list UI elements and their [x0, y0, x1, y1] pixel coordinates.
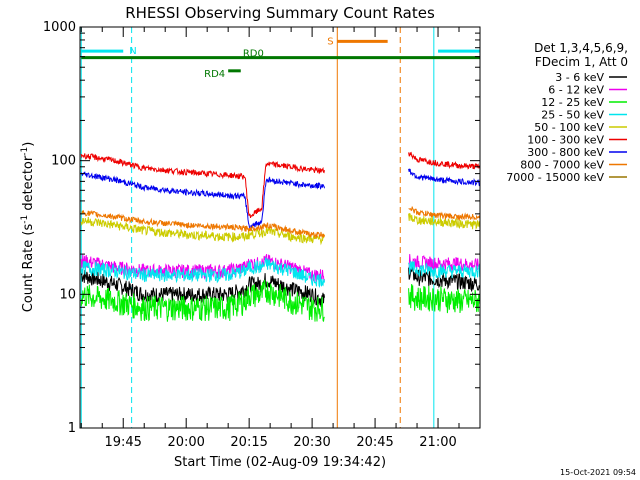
x-tick-label: 20:30	[293, 435, 330, 450]
x-tick-label: 20:00	[167, 435, 204, 450]
legend-header-line2: FDecim 1, Att 0	[535, 55, 628, 69]
x-tick-label: 19:45	[104, 435, 141, 450]
plot-frame	[79, 26, 481, 429]
x-tick-label: 20:15	[230, 435, 267, 450]
y-axis-ticks: 1 10 100 1000	[43, 20, 480, 436]
legend-item-label: 12 - 25 keV	[541, 96, 604, 109]
legend-item-label: 50 - 100 keV	[534, 121, 604, 134]
legend-header-line1: Det 1,3,4,5,6,9,	[534, 41, 628, 55]
series-line	[80, 269, 325, 307]
y-tick-label: 10	[59, 287, 76, 302]
series-line	[80, 171, 325, 230]
series-line	[80, 216, 325, 246]
series-line	[408, 206, 481, 222]
series-line	[408, 260, 481, 279]
legend-item-label: 300 - 800 keV	[527, 146, 604, 159]
series-layer	[80, 151, 481, 322]
legend-item-label: 7000 - 15000 keV	[506, 171, 604, 184]
series-line	[80, 257, 325, 289]
y-axis-label-sup1: -1	[20, 215, 30, 224]
y-tick-label: 1000	[43, 20, 76, 35]
x-tick-label: 21:00	[419, 435, 456, 450]
series-line	[408, 151, 481, 170]
x-tick-label: 20:45	[356, 435, 393, 450]
legend-item-label: 6 - 12 keV	[548, 84, 604, 97]
series-line	[80, 153, 325, 219]
legend: Det 1,3,4,5,6,9, FDecim 1, Att 0 3 - 6 k…	[506, 41, 628, 184]
legend-item-label: 25 - 50 keV	[541, 109, 604, 122]
legend-item-label: 800 - 7000 keV	[520, 159, 604, 172]
n-flag-label: N	[129, 46, 136, 57]
series-line	[408, 213, 481, 231]
x-axis-label: Start Time (02-Aug-09 19:34:42)	[174, 455, 386, 470]
series-line	[408, 264, 481, 292]
s-flag-label: S	[327, 36, 333, 47]
y-axis-label-end: )	[21, 142, 36, 147]
legend-item-label: 100 - 300 keV	[527, 134, 604, 147]
rd4-flag-label: RD4	[204, 69, 225, 80]
chart-title: RHESSI Observing Summary Count Rates	[125, 4, 435, 22]
series-line	[80, 209, 325, 240]
y-axis-label: Count Rate (s-1 detector-1)	[20, 142, 36, 313]
y-tick-label: 100	[51, 154, 76, 169]
y-tick-label: 1	[68, 421, 76, 436]
series-line	[408, 168, 481, 187]
x-axis-ticks: 19:45 20:00 20:15 20:30 20:45 21:00	[80, 27, 481, 450]
rd0-flag-label: RD0	[243, 49, 264, 60]
y-axis-label-sup2: -1	[20, 147, 30, 156]
generation-timestamp: 15-Oct-2021 09:54	[560, 468, 636, 477]
legend-item-label: 3 - 6 keV	[555, 71, 604, 84]
annotation-layer: N S RD0 RD4	[81, 36, 480, 80]
y-axis-label-mid: detector	[21, 155, 36, 215]
y-axis-label-main: Count Rate (s	[21, 224, 36, 313]
series-line	[80, 279, 325, 322]
series-line	[408, 283, 481, 314]
